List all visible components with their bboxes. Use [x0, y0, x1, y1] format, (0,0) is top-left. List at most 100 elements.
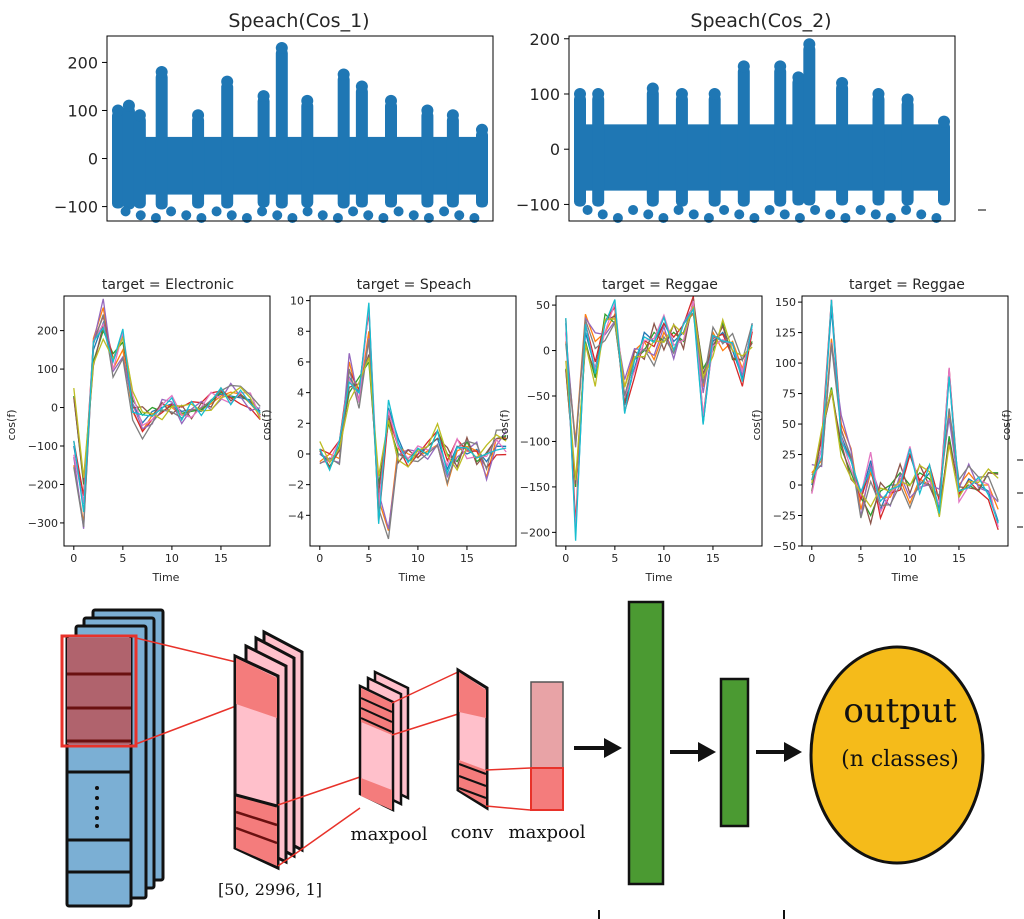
- scatter-point: [870, 209, 881, 220]
- series-line: [811, 338, 999, 510]
- scatter-point: [592, 87, 605, 100]
- x-axis-label: Time: [645, 571, 673, 584]
- y-tick-label: 4: [297, 387, 304, 400]
- scatter-point: [476, 123, 488, 136]
- chart-title: target = Speach: [357, 277, 472, 293]
- series-line: [319, 339, 507, 540]
- series-line: [73, 326, 261, 513]
- scatter-chart-cos-1: Speach(Cos_1) 200 100 0 −100: [54, 10, 494, 223]
- y-tick-label: 100: [529, 85, 560, 104]
- y-tick-label: 2: [297, 417, 304, 430]
- scatter-point: [226, 210, 237, 221]
- input-highlight: [67, 638, 131, 744]
- scatter-point: [135, 210, 146, 221]
- series-line: [319, 338, 507, 529]
- scatter-spike: [122, 105, 135, 210]
- scatter-point: [774, 60, 787, 73]
- scatter-point: [133, 109, 146, 122]
- scatter-spike: [872, 93, 885, 206]
- scatter-point: [810, 204, 821, 215]
- x-tick-label: 10: [657, 552, 671, 565]
- cnn-diagram: [50, 2996, 1] maxpool conv: [60, 600, 985, 919]
- conv-block-2: [456, 667, 489, 811]
- dense-layer-2: [719, 677, 750, 828]
- scatter-point: [348, 206, 359, 217]
- plot-frame: [63, 295, 271, 547]
- arrow-right-icon: [670, 742, 716, 762]
- scatter-point: [582, 204, 593, 215]
- y-tick-label: −50: [527, 390, 550, 403]
- series-line: [319, 302, 507, 524]
- line-chart-reggae-2: target = Reggae cos(f) Time 0 5 10 15 150 125…: [750, 277, 1009, 584]
- x-axis-label: Time: [152, 571, 180, 584]
- conv-block-1: [233, 629, 304, 871]
- scatter-spike: [708, 93, 721, 207]
- series-line: [565, 299, 753, 541]
- y-axis-label: cos(f): [498, 410, 511, 441]
- y-tick-label: 150: [775, 296, 796, 309]
- x-tick-label: 10: [165, 552, 179, 565]
- chart-title: Speach(Cos_2): [690, 10, 831, 32]
- y-tick-label: 10: [290, 295, 304, 308]
- scatter-spike: [737, 66, 750, 207]
- x-tick-label: 5: [365, 552, 372, 565]
- y-tick-label: −100: [28, 440, 58, 453]
- y-tick-label: −25: [773, 510, 796, 523]
- series-line: [319, 310, 507, 522]
- scatter-point: [363, 210, 374, 221]
- scatter-spike: [257, 96, 270, 208]
- scatter-point: [421, 104, 434, 117]
- plot-frame: [309, 295, 517, 547]
- output-label: output: [843, 691, 957, 731]
- scatter-spike: [938, 121, 950, 206]
- y-tick-label: 200: [67, 53, 98, 72]
- scatter-point: [301, 94, 314, 107]
- series-line: [319, 308, 507, 516]
- scatter-point: [737, 60, 750, 73]
- scatter-point: [337, 68, 350, 81]
- x-tick-label: 10: [411, 552, 425, 565]
- series-line: [811, 299, 999, 524]
- scatter-spike: [792, 77, 805, 206]
- y-axis-label: cos(f): [1000, 410, 1013, 441]
- scatter-point: [355, 80, 368, 93]
- scatter-band: [580, 124, 944, 191]
- y-tick-label: 6: [297, 356, 304, 369]
- scatter-spike: [446, 115, 459, 208]
- scatter-point: [779, 209, 790, 220]
- scatter-point: [155, 66, 168, 79]
- y-axis-label: cos(f): [260, 410, 273, 441]
- line-chart-electronic: target = Electronic cos(f) Time 0 5 10 15 20…: [5, 277, 271, 584]
- conv-label: conv: [451, 822, 495, 843]
- input-stack: [60, 608, 165, 908]
- scatter-spike: [301, 100, 314, 208]
- x-tick-label: 0: [808, 552, 815, 565]
- scatter-point: [393, 206, 404, 217]
- scatter-spike: [221, 81, 234, 209]
- scatter-spike: [574, 93, 586, 207]
- scatter-point: [938, 115, 950, 128]
- scatter-point: [211, 206, 222, 217]
- scatter-point: [628, 204, 639, 215]
- scatter-chart-cos-2: Speach(Cos_2) 200 100 0 −100: [516, 10, 956, 223]
- scatter-point: [643, 209, 654, 220]
- scatter-point: [385, 94, 397, 107]
- scatter-point: [181, 210, 192, 221]
- series-line: [73, 307, 261, 524]
- y-tick-label: −100: [516, 195, 560, 214]
- scatter-point: [317, 210, 328, 221]
- arrow-right-icon: [574, 738, 622, 758]
- chart-title: Speach(Cos_1): [228, 10, 369, 32]
- chart-title: target = Reggae: [602, 277, 718, 293]
- y-tick-label: −300: [28, 517, 58, 530]
- scatter-point: [221, 75, 234, 88]
- scatter-point: [275, 42, 288, 55]
- series-line: [811, 389, 999, 518]
- y-tick-label: 0: [550, 140, 560, 159]
- series-line: [565, 312, 753, 442]
- x-tick-label: 5: [857, 552, 864, 565]
- scatter-point: [257, 206, 268, 217]
- scatter-point: [675, 87, 688, 100]
- scatter-point: [454, 210, 465, 221]
- line-chart-speach: target = Speach cos(f) Time 0 5 10 15 10 8 6 4 2…: [260, 277, 517, 584]
